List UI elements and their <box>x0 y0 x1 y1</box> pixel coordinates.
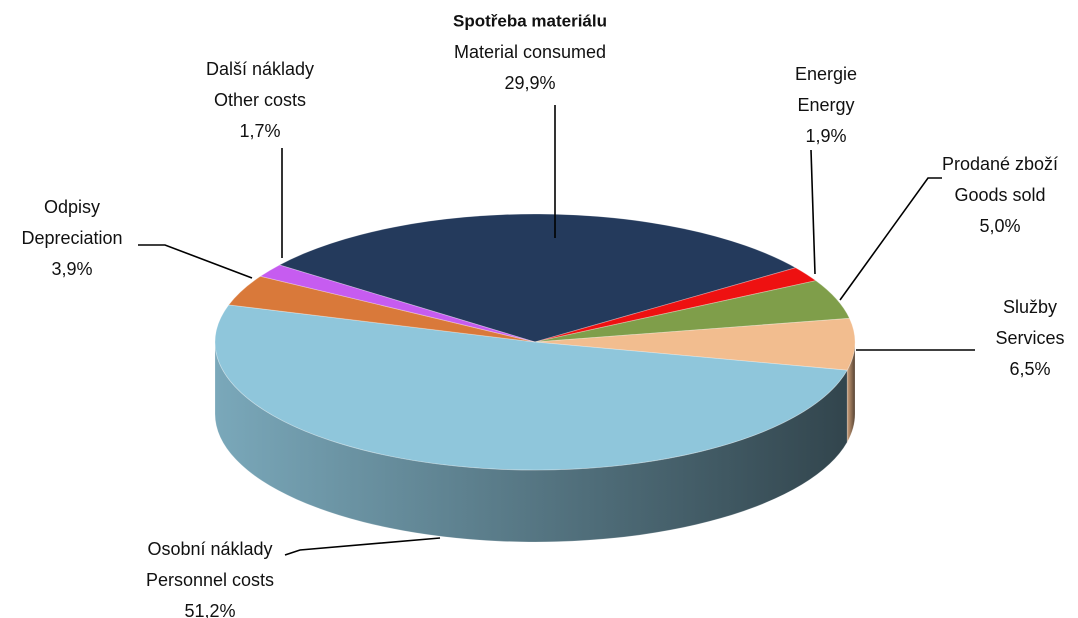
label-name: Další náklady <box>206 59 314 79</box>
label-name: Odpisy <box>44 197 100 217</box>
label-name-en: Goods sold <box>954 185 1045 205</box>
slice <box>534 267 817 343</box>
leader-line <box>839 177 942 301</box>
label-name: Služby <box>1003 297 1057 317</box>
label-name-en: Energy <box>797 95 854 115</box>
label-name: Spotřeba materiálu <box>453 11 607 30</box>
slice <box>534 280 851 343</box>
value-label: 6,5% <box>1009 359 1050 379</box>
value-label: 1,7% <box>239 121 280 141</box>
label-name-en: Material consumed <box>454 42 606 62</box>
value-label: 3,9% <box>51 259 92 279</box>
value-label: 1,9% <box>805 126 846 146</box>
label-name: Osobní náklady <box>147 539 272 559</box>
slice <box>214 304 848 471</box>
leader-line <box>284 537 441 556</box>
label-name-en: Depreciation <box>21 228 122 248</box>
label-name-en: Services <box>995 328 1064 348</box>
leader-line <box>810 149 816 275</box>
label-name-en: Other costs <box>214 90 306 110</box>
slice <box>534 317 856 371</box>
slice <box>228 275 536 343</box>
value-label: 29,9% <box>504 73 555 93</box>
slice <box>259 264 536 343</box>
label-name: Prodané zboží <box>942 154 1058 174</box>
value-label: 51,2% <box>184 601 235 618</box>
slice <box>278 213 797 343</box>
leader-line <box>138 244 253 279</box>
label-name-en: Personnel costs <box>146 570 274 590</box>
value-label: 5,0% <box>979 216 1020 236</box>
label-name: Energie <box>795 64 857 84</box>
